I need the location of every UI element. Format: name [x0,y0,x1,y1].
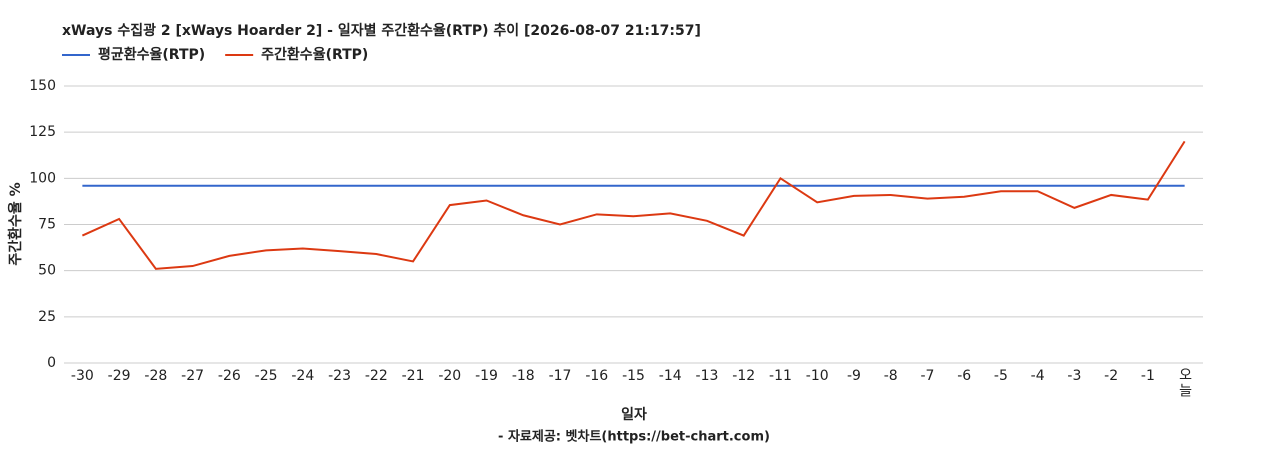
x-tick-label: -1 [1141,368,1155,384]
x-tick-label: -10 [806,368,829,384]
x-tick-label: -11 [769,368,792,384]
x-tick-label: -15 [622,368,645,384]
x-tick-label: 오늘 [1177,367,1193,399]
x-tick-label: -19 [475,368,498,384]
legend-label: 평균환수율(RTP) [98,46,205,63]
x-tick-label: -20 [438,368,461,384]
series-line [81,140,1186,270]
source-note: - 자료제공: 벳차트(https://bet-chart.com) [498,429,770,445]
legend-label: 주간환수율(RTP) [261,46,368,63]
y-tick-label: 150 [29,78,56,94]
y-tick-label: 50 [38,263,56,279]
y-tick-label: 125 [29,124,56,140]
x-tick-label: -16 [585,368,608,384]
y-tick-label: 100 [29,170,56,186]
x-tick-label: -5 [994,368,1008,384]
x-tick-label: -6 [957,368,971,384]
x-axis-label: 일자 [621,407,647,423]
x-tick-label: -8 [884,368,898,384]
x-tick-label: -9 [847,368,861,384]
y-tick-label: 25 [38,309,56,325]
x-tick-label: -23 [328,368,351,384]
x-tick-label: -4 [1031,368,1045,384]
x-tick-label: -3 [1067,368,1081,384]
x-tick-label: -25 [255,368,278,384]
x-tick-label: -22 [365,368,388,384]
x-tick-label: -24 [291,368,314,384]
x-tick-label: -28 [144,368,167,384]
x-tick-label: -7 [920,368,934,384]
x-tick-label: -26 [218,368,241,384]
x-tick-label: -12 [732,368,755,384]
y-tick-label: 0 [47,355,56,371]
x-tick-label: -30 [71,368,94,384]
y-tick-label: 75 [38,217,56,233]
chart-title: xWays 수집광 2 [xWays Hoarder 2] - 일자별 주간환수… [62,22,701,39]
x-tick-label: -2 [1104,368,1118,384]
x-tick-label: -21 [402,368,425,384]
y-axis-label: 주간환수율 % [7,182,24,265]
x-tick-label: -17 [549,368,572,384]
x-tick-label: -13 [696,368,719,384]
x-tick-label: -27 [181,368,204,384]
x-tick-label: -14 [659,368,682,384]
x-tick-label: -29 [108,368,131,384]
x-tick-label: -18 [512,368,535,384]
